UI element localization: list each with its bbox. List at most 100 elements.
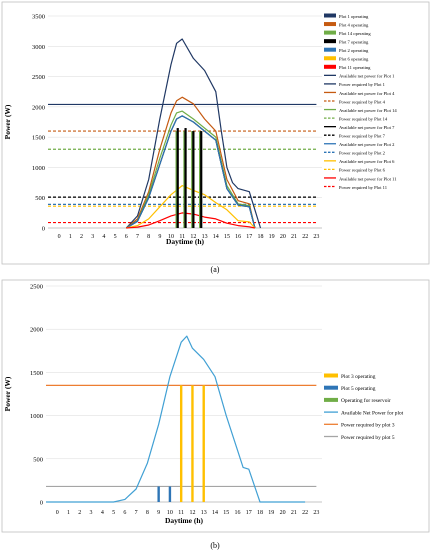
legend-item: Plot 11 operating (324, 64, 371, 70)
legend-label: Plot 6 operating (339, 57, 369, 62)
y-tick-label: 1500 (30, 370, 43, 377)
legend-item: Plot 3 operating (324, 373, 376, 380)
operating-bar-plot-14-operating (183, 131, 186, 228)
x-tick-label: 2 (80, 234, 83, 240)
x-tick-label: 17 (246, 234, 252, 240)
available-curve-available-net-power-for-plot-14 (125, 110, 256, 229)
legend: Plot 1 operating Plot 4 operating Plot 14 … (324, 13, 397, 190)
legend-label: Available net power for Plot 4 (339, 91, 395, 96)
x-tick-label: 12 (189, 510, 195, 516)
x-tick-label: 4 (102, 234, 105, 240)
x-tick-label: 10 (168, 234, 174, 240)
legend-label: Available net power for Plot 1 (339, 74, 395, 79)
x-tick-label: 19 (269, 234, 275, 240)
x-tick-label: 0 (58, 234, 61, 240)
legend-item: Available net power for Plot 7 (324, 125, 395, 130)
x-tick-label: 13 (201, 510, 207, 516)
legend-swatch (324, 373, 338, 378)
operating-bar-plot-14-operating (175, 131, 178, 228)
x-tick-label: 19 (268, 510, 274, 516)
legend-label: Plot 3 operating (341, 374, 376, 380)
x-axis-title: Daytime (h) (165, 516, 204, 525)
legend-label: Available net power for Plot 11 (339, 176, 397, 181)
x-tick-label: 1 (67, 510, 70, 516)
y-tick-label: 500 (35, 195, 45, 202)
legend-label: Available net power for Plot 14 (339, 108, 397, 113)
legend-item: Plot 2 operating (324, 47, 369, 53)
x-tick-label: 23 (313, 510, 319, 516)
x-tick-label: 6 (125, 234, 128, 240)
y-axis-title: Power (W) (3, 376, 12, 411)
legend-item: Available net power for Plot 6 (324, 159, 395, 164)
x-tick-label: 4 (101, 510, 104, 516)
y-tick-label: 0 (42, 226, 45, 233)
legend-label: Power required by plot 3 (341, 423, 395, 429)
legend-label: Plot 1 operating (339, 14, 369, 19)
legend-item: Power required by Plot 6 (324, 168, 386, 173)
legend-label: Power required by Plot 1 (339, 82, 386, 87)
x-tick-label: 8 (146, 510, 149, 516)
available-curve-available-net-power-for-plot-4 (125, 96, 256, 229)
legend-item: Operating for reservoir (324, 397, 391, 404)
x-tick-label: 3 (90, 510, 93, 516)
y-tick-label: 1000 (30, 413, 43, 420)
legend-item: Available Net Power for plot (324, 409, 404, 416)
operating-bar-plot-3-operating (191, 385, 194, 502)
legend-item: Plot 14 operating (324, 30, 371, 36)
legend-item: Plot 7 operating (324, 39, 369, 44)
x-tick-label: 2 (78, 510, 81, 516)
legend-swatch (324, 39, 336, 44)
legend-label: Power required by Plot 6 (339, 168, 386, 173)
x-tick-label: 15 (224, 234, 230, 240)
legend-item: Power required by Plot 14 (324, 116, 388, 121)
legend-item: Power required by Plot 2 (324, 151, 386, 156)
x-tick-label: 1 (69, 234, 72, 240)
operating-bar-plot-5-operating (157, 486, 160, 502)
legend-label: Power required by plot 5 (341, 435, 395, 441)
operating-bar-plot-7-operating (176, 128, 179, 228)
y-tick-label: 2500 (32, 74, 45, 81)
x-tick-label: 20 (280, 234, 286, 240)
legend-item: Plot 6 operating (324, 56, 369, 62)
y-tick-label: 3000 (32, 44, 45, 51)
x-tick-label: 5 (112, 510, 115, 516)
operating-bar-plot-5-operating (168, 486, 172, 502)
legend-label: Plot 5 operating (341, 386, 376, 392)
legend-item: Power required by Plot 4 (324, 99, 386, 104)
x-tick-label: 9 (158, 234, 161, 240)
x-tick-label: 21 (291, 510, 297, 516)
x-tick-label: 0 (56, 510, 59, 516)
x-tick-label: 9 (157, 510, 160, 516)
chart-frame (1, 1, 430, 265)
x-axis-title: Daytime (h) (166, 237, 205, 246)
legend-item: Power required by plot 3 (324, 423, 395, 429)
panel-label: (b) (210, 541, 220, 550)
available-curve-available-net-power-for-plot-2 (125, 115, 256, 229)
legend-item: Power required by Plot 1 (324, 82, 386, 87)
legend-swatch (324, 30, 336, 35)
legend-label: Plot 4 operating (339, 22, 369, 27)
legend-label: Available net power for Plot 6 (339, 159, 395, 164)
legend-swatch (324, 56, 336, 61)
legend-label: Plot 2 operating (339, 48, 369, 53)
legend-label: Power required by Plot 7 (339, 134, 386, 139)
legend-item: Power required by plot 5 (324, 435, 395, 441)
legend-swatch (324, 64, 336, 69)
legend-label: Power required by Plot 2 (339, 151, 386, 156)
legend-label: Power required by Plot 4 (339, 99, 386, 104)
legend-label: Power required by Plot 14 (339, 116, 388, 121)
x-tick-label: 23 (313, 234, 319, 240)
available-curve-available-net-power-for-plot-1 (125, 38, 262, 229)
available-curve-available-net-power-for-plot (46, 335, 306, 503)
x-tick-label: 3 (91, 234, 94, 240)
x-tick-label: 22 (302, 234, 308, 240)
x-tick-label: 22 (302, 510, 308, 516)
legend-label: Plot 11 operating (339, 65, 371, 70)
panel-label: (a) (211, 265, 220, 274)
operating-bar-plot-7-operating (192, 131, 195, 228)
operating-bar-plot-7-operating (200, 131, 203, 228)
y-tick-label: 3500 (32, 14, 45, 21)
